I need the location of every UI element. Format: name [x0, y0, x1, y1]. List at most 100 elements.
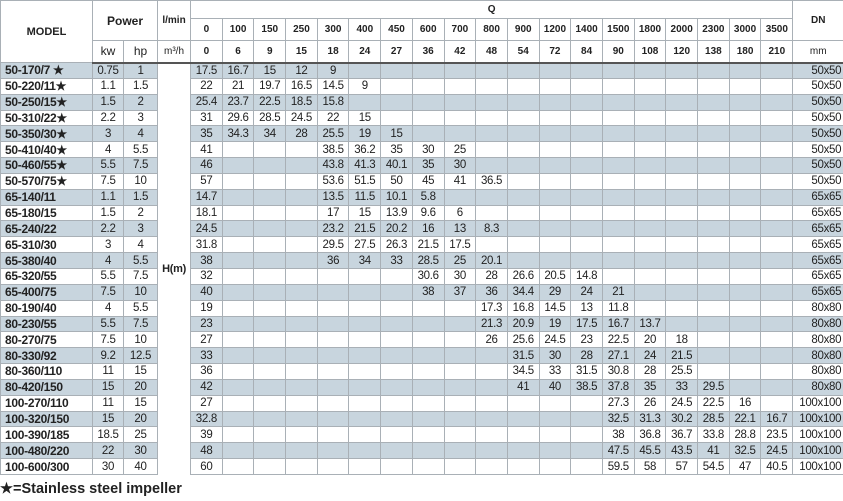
head-value-cell — [381, 94, 413, 110]
head-value-cell: 11.8 — [602, 300, 634, 316]
dn-cell: 65x65 — [793, 221, 843, 237]
head-value-cell — [381, 78, 413, 94]
head-value-cell — [634, 253, 666, 269]
head-value-cell: 13.9 — [381, 205, 413, 221]
head-value-cell: 30 — [539, 348, 571, 364]
head-value-cell — [602, 94, 634, 110]
hp-cell: 2 — [124, 205, 158, 221]
head-value-cell — [444, 300, 476, 316]
head-value-cell — [476, 443, 508, 459]
head-value-cell: 18.5 — [286, 94, 318, 110]
head-value-cell — [254, 142, 286, 158]
head-value-cell — [602, 63, 634, 79]
dn-cell: 100x100 — [793, 427, 843, 443]
head-value-cell — [286, 348, 318, 364]
head-value-cell — [286, 443, 318, 459]
head-value-cell — [729, 78, 761, 94]
model-cell: 50-250/15★ — [1, 94, 93, 110]
head-value-cell — [222, 364, 254, 380]
head-value-cell — [317, 459, 349, 475]
head-value-cell — [729, 94, 761, 110]
head-value-cell: 57 — [666, 459, 698, 475]
dn-cell: 50x50 — [793, 158, 843, 174]
head-value-cell — [571, 427, 603, 443]
dn-cell: 50x50 — [793, 142, 843, 158]
head-value-cell: 53.6 — [317, 173, 349, 189]
head-value-cell: 27 — [191, 395, 223, 411]
hp-cell: 7.5 — [124, 158, 158, 174]
dn-cell: 100x100 — [793, 443, 843, 459]
head-value-cell: 38 — [191, 253, 223, 269]
head-value-cell: 43.8 — [317, 158, 349, 174]
head-value-cell — [539, 126, 571, 142]
q-m3h-header: 42 — [444, 41, 476, 63]
head-value-cell: 10.1 — [381, 189, 413, 205]
head-value-cell — [254, 268, 286, 284]
hp-cell: 5.5 — [124, 253, 158, 269]
head-value-cell — [698, 364, 730, 380]
head-value-cell — [349, 348, 381, 364]
model-cell: 65-310/30 — [1, 237, 93, 253]
head-value-cell — [539, 63, 571, 79]
head-value-cell: 51.5 — [349, 173, 381, 189]
head-value-cell — [254, 189, 286, 205]
head-value-cell: 12 — [286, 63, 318, 79]
head-value-cell — [349, 284, 381, 300]
head-value-cell — [729, 189, 761, 205]
hp-cell: 2 — [124, 94, 158, 110]
head-value-cell — [698, 300, 730, 316]
head-value-cell — [349, 364, 381, 380]
head-value-cell — [381, 427, 413, 443]
head-value-cell — [476, 427, 508, 443]
head-value-cell — [634, 173, 666, 189]
kw-cell: 1.1 — [93, 189, 124, 205]
hp-cell: 15 — [124, 364, 158, 380]
head-value-cell: 16.8 — [507, 300, 539, 316]
head-value-cell — [412, 411, 444, 427]
power-header: Power — [93, 1, 158, 41]
head-value-cell — [222, 158, 254, 174]
head-value-cell — [286, 173, 318, 189]
dn-cell: 65x65 — [793, 284, 843, 300]
head-value-cell: 28 — [634, 364, 666, 380]
head-value-cell: 18 — [666, 332, 698, 348]
hp-cell: 10 — [124, 173, 158, 189]
head-value-cell — [222, 427, 254, 443]
head-value-cell: 37 — [444, 284, 476, 300]
head-value-cell: 35 — [634, 379, 666, 395]
head-value-cell — [729, 332, 761, 348]
head-value-cell — [507, 94, 539, 110]
head-value-cell — [634, 268, 666, 284]
head-value-cell: 29.6 — [222, 110, 254, 126]
head-value-cell: 30 — [412, 142, 444, 158]
q-lpm-header: 600 — [412, 19, 444, 41]
head-value-cell — [222, 443, 254, 459]
head-value-cell: 50 — [381, 173, 413, 189]
head-value-cell — [571, 189, 603, 205]
head-value-cell: 36 — [191, 364, 223, 380]
head-value-cell — [761, 126, 793, 142]
q-lpm-header: 2000 — [666, 19, 698, 41]
head-value-cell: 14.8 — [571, 268, 603, 284]
head-value-cell — [761, 110, 793, 126]
head-value-cell — [317, 332, 349, 348]
head-value-cell — [571, 158, 603, 174]
q-header: Q — [191, 1, 793, 19]
head-value-cell — [634, 126, 666, 142]
q-m3h-header: 27 — [381, 41, 413, 63]
head-value-cell: 24.5 — [191, 221, 223, 237]
head-value-cell — [317, 411, 349, 427]
head-value-cell: 31 — [191, 110, 223, 126]
head-value-cell — [698, 142, 730, 158]
head-value-cell — [729, 63, 761, 79]
head-value-cell — [666, 94, 698, 110]
head-value-cell — [476, 379, 508, 395]
head-value-cell — [507, 63, 539, 79]
head-value-cell — [666, 284, 698, 300]
head-value-cell — [539, 205, 571, 221]
